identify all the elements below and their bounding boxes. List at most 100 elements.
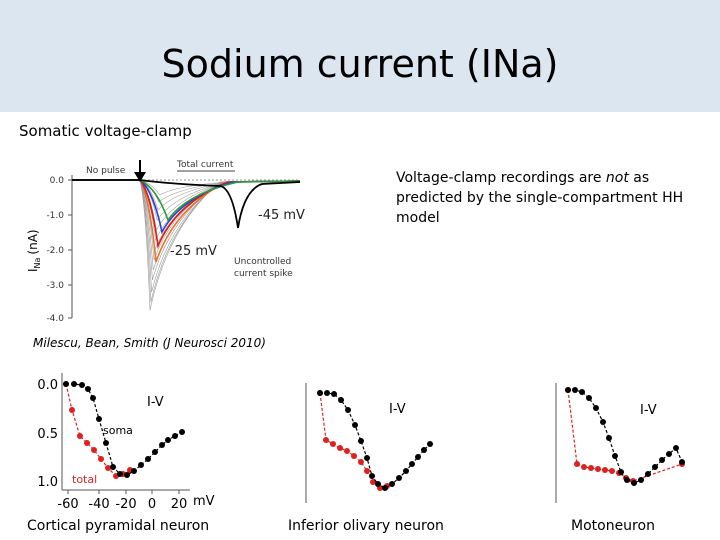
soma-series-point xyxy=(317,390,323,396)
soma-series-point xyxy=(673,445,679,451)
soma-series-point xyxy=(579,389,585,395)
iv2-curves xyxy=(317,390,433,491)
soma-series-point xyxy=(165,437,171,443)
soma-series-point xyxy=(145,456,151,462)
iv1-xtick-label: 0 xyxy=(148,497,156,512)
total-series-point xyxy=(84,440,90,446)
soma-series-point xyxy=(421,447,427,453)
soma-series-point xyxy=(652,464,658,470)
soma-series-point xyxy=(79,382,85,388)
soma-series-point xyxy=(338,397,344,403)
soma-series-point xyxy=(415,454,421,460)
iv3-curves xyxy=(565,387,685,486)
iv1-y-ticks: 0.0 0.5 1.0 xyxy=(37,378,58,490)
iv2-iv-label: I-V xyxy=(389,402,406,417)
soma-series-point xyxy=(364,455,370,461)
total-series-point xyxy=(91,447,97,453)
soma-series-point xyxy=(624,477,630,483)
total-series-point xyxy=(370,479,376,485)
slide-note: Voltage-clamp recordings are not as pred… xyxy=(396,168,696,228)
trace-green xyxy=(72,179,301,222)
label-minus25: -25 mV xyxy=(170,244,217,259)
soma-series-point xyxy=(409,461,415,467)
iv1-xtick-label: -40 xyxy=(88,497,109,512)
total-series-point xyxy=(105,465,111,471)
trace-gray xyxy=(72,179,301,196)
label-total-current: Total current xyxy=(176,160,234,170)
soma-series-point xyxy=(358,438,364,444)
trace-y-ticks: 0.0 -1.0 -2.0 -3.0 -4.0 xyxy=(46,176,72,324)
iv1-x-ticks: -60 -40 -20 0 20 xyxy=(57,490,187,512)
soma-series-point xyxy=(600,419,606,425)
soma-series-point xyxy=(179,429,185,435)
label-no-pulse: No pulse xyxy=(86,166,126,176)
soma-series-point xyxy=(389,481,395,487)
note-part-1: Voltage-clamp recordings are xyxy=(396,170,606,186)
soma-series-point xyxy=(382,485,388,491)
soma-series-point xyxy=(124,472,130,478)
iv2-neuron-label: Inferior olivary neuron xyxy=(288,518,444,534)
iv-panel-motoneuron: I-V xyxy=(555,383,685,503)
citation: Milescu, Bean, Smith (J Neurosci 2010) xyxy=(33,336,266,350)
iv-panel-olivary: I-V xyxy=(305,383,433,503)
soma-series-point xyxy=(152,449,158,455)
iv1-soma-label: soma xyxy=(103,424,133,437)
total-series-point xyxy=(344,448,350,454)
soma-series-point xyxy=(606,435,612,441)
note-part-3: as predicted by the single-compartment H… xyxy=(396,170,684,226)
iv1-curves xyxy=(63,381,185,479)
trace-ytick-label: 0.0 xyxy=(50,176,65,186)
iv1-xtick-label: 20 xyxy=(171,497,188,512)
soma-series-point xyxy=(90,395,96,401)
soma-series-point xyxy=(110,464,116,470)
soma-series-point xyxy=(396,475,402,481)
label-spike-line1: Uncontrolled xyxy=(234,257,291,267)
soma-series-point xyxy=(117,471,123,477)
soma-series-line xyxy=(320,392,431,489)
soma-series-point xyxy=(631,480,637,486)
soma-series-point xyxy=(403,468,409,474)
pulse-arrow-icon xyxy=(134,172,146,182)
iv1-ytick-label: 0.5 xyxy=(37,427,58,442)
iv1-ytick-label: 0.0 xyxy=(37,378,58,393)
soma-series-point xyxy=(96,416,102,422)
soma-series-point xyxy=(63,381,69,387)
soma-series-point xyxy=(427,441,433,447)
iv3-neuron-label: Motoneuron xyxy=(571,518,655,534)
soma-series-point xyxy=(593,405,599,411)
trace-gray xyxy=(72,179,301,303)
iv1-xunit: mV xyxy=(193,494,215,509)
trace-plot: INa(nA) 0.0 -1.0 -2.0 -3.0 -4.0 No pulse Tot… xyxy=(26,160,305,324)
soma-series-point xyxy=(666,451,672,457)
slide-title: Sodium current (INa) xyxy=(161,42,559,86)
total-series-point xyxy=(581,464,587,470)
iv1-ytick-label: 1.0 xyxy=(37,475,58,490)
soma-series-point xyxy=(375,481,381,487)
trace-ytick-label: -3.0 xyxy=(46,281,64,291)
total-series-point xyxy=(351,453,357,459)
trace-gray xyxy=(72,179,301,293)
soma-series-point xyxy=(572,387,578,393)
iv1-iv-label: I-V xyxy=(147,395,164,410)
total-series-point xyxy=(602,467,608,473)
soma-series-point xyxy=(612,453,618,459)
total-series-point xyxy=(358,459,364,465)
trace-gray xyxy=(72,179,301,311)
soma-series-point xyxy=(138,462,144,468)
total-series-point xyxy=(330,441,336,447)
title-banner xyxy=(0,0,720,112)
total-series-point xyxy=(574,461,580,467)
iv3-iv-label: I-V xyxy=(640,403,657,418)
trace-ytick-label: -1.0 xyxy=(46,211,64,221)
soma-series-point xyxy=(172,433,178,439)
soma-series-point xyxy=(324,390,330,396)
soma-series-point xyxy=(71,381,77,387)
total-series-point xyxy=(98,456,104,462)
trace-ytick-label: -4.0 xyxy=(46,314,64,324)
soma-series-point xyxy=(159,442,165,448)
soma-series-point xyxy=(659,457,665,463)
soma-series-point xyxy=(565,387,571,393)
total-series-point xyxy=(364,468,370,474)
label-spike-line2: current spike xyxy=(234,269,293,279)
soma-series-point xyxy=(352,422,358,428)
